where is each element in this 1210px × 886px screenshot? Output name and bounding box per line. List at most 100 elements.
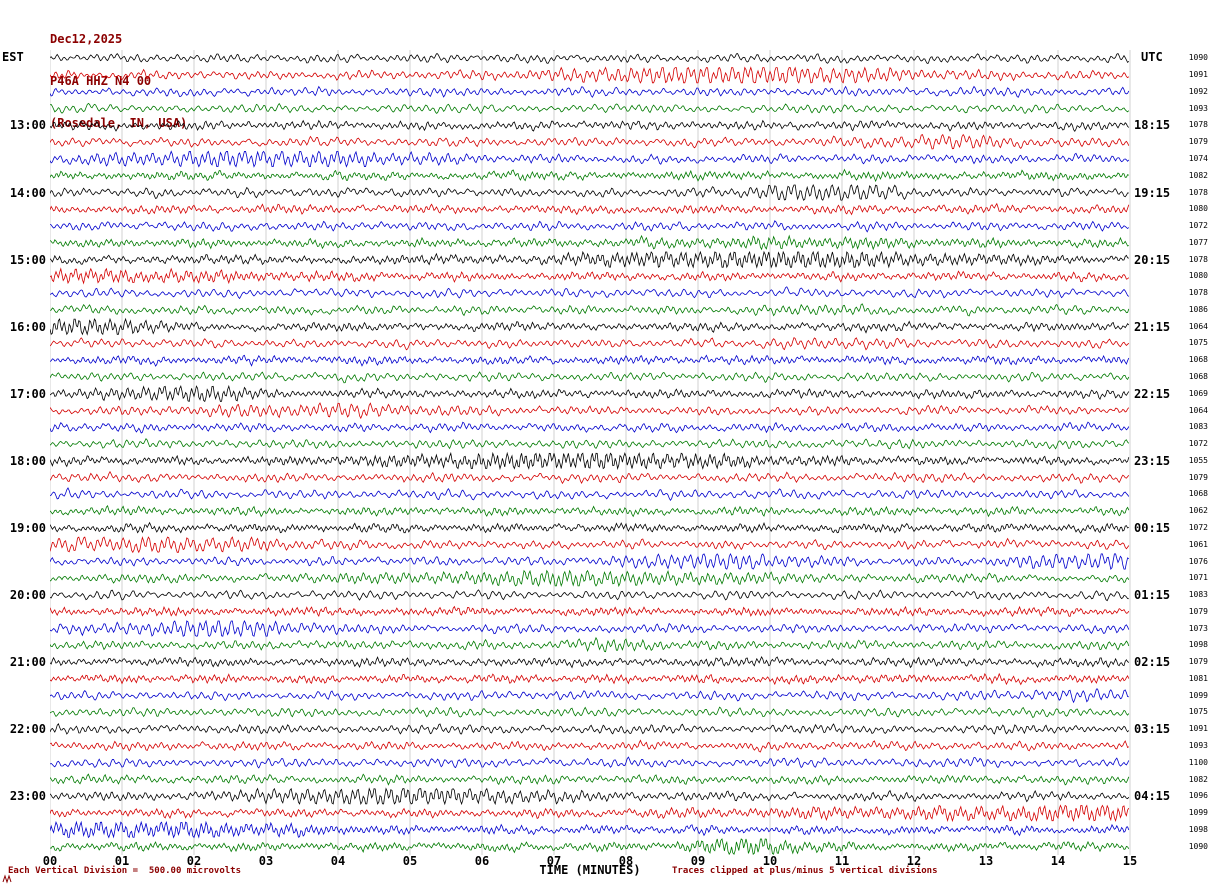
x-tick-label: 05	[402, 854, 418, 868]
trace-row	[50, 672, 1130, 686]
utc-time-label: 01:15	[1134, 588, 1171, 603]
trace-row	[50, 787, 1130, 806]
trace-row	[50, 706, 1130, 719]
amplitude-label: 1075	[1188, 707, 1208, 717]
amplitude-label: 1072	[1188, 221, 1208, 231]
amplitude-label: 1078	[1188, 288, 1208, 298]
amplitude-label: 1069	[1188, 388, 1208, 398]
x-tick-label: 04	[330, 854, 346, 868]
trace-row	[50, 636, 1130, 653]
trace-row	[50, 354, 1130, 367]
amplitude-label: 1090	[1188, 53, 1208, 63]
amplitude-label: 1075	[1188, 338, 1208, 348]
utc-time-label: 03:15	[1134, 722, 1171, 737]
amplitude-label: 1091	[1188, 724, 1208, 734]
trace-row	[50, 66, 1130, 84]
est-time-label: 16:00	[9, 319, 46, 334]
trace-row	[50, 384, 1130, 403]
trace-row	[50, 234, 1129, 251]
amplitude-label: 1064	[1188, 405, 1208, 415]
trace-row	[50, 451, 1130, 471]
amplitude-label: 1078	[1188, 187, 1208, 197]
x-tick-label: 12	[906, 854, 922, 868]
trace-row	[50, 552, 1130, 571]
amplitude-label: 1068	[1188, 355, 1208, 365]
trace-row	[50, 52, 1130, 64]
x-tick-label: 13	[978, 854, 994, 868]
utc-time-label: 02:15	[1134, 655, 1171, 670]
est-time-label: 20:00	[9, 588, 46, 603]
amplitude-label: 1093	[1188, 740, 1208, 750]
trace-row	[50, 619, 1130, 638]
est-time-label: 19:00	[9, 520, 46, 535]
amplitude-label: 1090	[1188, 841, 1208, 851]
trace-row	[50, 421, 1130, 434]
trace-row	[50, 133, 1130, 150]
amplitude-label: 1079	[1188, 137, 1208, 147]
trace-row	[50, 102, 1130, 115]
trace-row	[50, 487, 1130, 502]
right-timezone-label: UTC	[1141, 50, 1163, 64]
amplitude-label: 1099	[1188, 808, 1208, 818]
est-time-label: 22:00	[9, 722, 46, 737]
trace-row	[50, 739, 1130, 753]
amplitude-label: 1083	[1188, 590, 1208, 600]
trace-row	[50, 589, 1129, 602]
trace-row	[50, 150, 1130, 168]
trace-row	[50, 336, 1130, 351]
x-tick-label: 06	[474, 854, 490, 868]
amplitude-label: 1055	[1188, 455, 1208, 465]
x-tick-label: 10	[762, 854, 778, 868]
trace-row	[50, 569, 1130, 588]
utc-time-label: 19:15	[1134, 185, 1171, 200]
trace-row	[50, 202, 1130, 216]
amplitude-label: 1083	[1188, 422, 1208, 432]
amplitude-label: 1082	[1188, 170, 1208, 180]
est-time-label: 21:00	[9, 655, 46, 670]
amplitude-label: 1093	[1188, 103, 1208, 113]
trace-row	[50, 820, 1130, 839]
trace-row	[50, 437, 1130, 450]
x-tick-label: 09	[690, 854, 706, 868]
trace-row	[50, 402, 1130, 420]
trace-row	[50, 688, 1129, 704]
amplitude-label: 1081	[1188, 673, 1208, 683]
trace-row	[50, 722, 1130, 735]
trace-row	[50, 838, 1130, 856]
trace-row	[50, 220, 1130, 233]
footer-clip-note: Traces clipped at plus/minus 5 vertical …	[672, 866, 938, 876]
amplitude-label: 1091	[1188, 70, 1208, 80]
trace-row	[50, 85, 1130, 98]
trace-row	[50, 267, 1130, 285]
trace-row	[50, 250, 1129, 269]
x-tick-label: 01	[114, 854, 130, 868]
trace-row	[50, 371, 1130, 384]
trace-row	[50, 521, 1130, 534]
trace-row	[50, 303, 1130, 317]
trace-row	[50, 505, 1130, 518]
est-time-label: 14:00	[9, 185, 46, 200]
trace-row	[50, 470, 1130, 485]
utc-time-label: 04:15	[1134, 789, 1171, 804]
x-tick-label: 08	[618, 854, 634, 868]
est-time-label: 13:00	[9, 118, 46, 133]
trace-row	[50, 756, 1130, 769]
footer-scale-note: Each Vertical Division = 500.00 microvol…	[8, 866, 241, 876]
amplitude-label: 1080	[1188, 204, 1208, 214]
est-time-label: 15:00	[9, 252, 46, 267]
amplitude-label: 1079	[1188, 606, 1208, 616]
header-date: Dec12,2025	[50, 32, 123, 46]
amplitude-label: 1100	[1188, 757, 1208, 767]
trace-row	[50, 168, 1129, 183]
trace-row	[50, 184, 1129, 201]
trace-row	[50, 536, 1130, 554]
trace-row	[50, 605, 1130, 618]
seismogram-plot	[50, 50, 1131, 856]
amplitude-label: 1073	[1188, 623, 1208, 633]
utc-time-label: 21:15	[1134, 319, 1171, 334]
amplitude-label: 1098	[1188, 640, 1208, 650]
trace-row	[50, 804, 1130, 823]
x-tick-label: 00	[42, 854, 58, 868]
amplitude-label: 1068	[1188, 489, 1208, 499]
